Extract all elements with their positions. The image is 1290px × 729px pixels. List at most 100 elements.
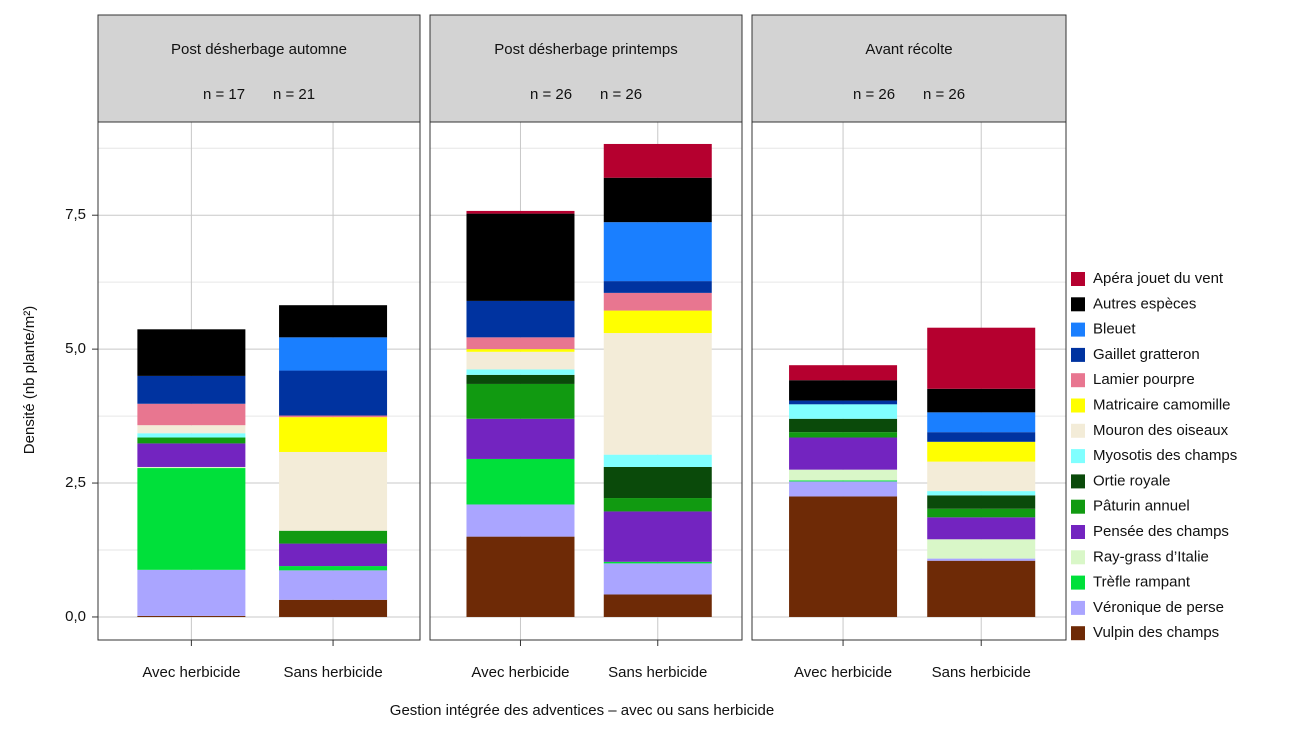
legend-label: Pâturin annuel [1093, 498, 1190, 515]
facet-count: n = 26 [600, 86, 642, 103]
legend-label: Myosotis des champs [1093, 447, 1237, 464]
legend-swatch [1071, 398, 1085, 413]
bar-segment [927, 558, 1036, 561]
bar-segment [603, 466, 712, 499]
facet-title: Post désherbage automne [171, 41, 347, 58]
bar-segment [603, 177, 712, 223]
bar-segment [603, 143, 712, 178]
legend-swatch [1071, 297, 1085, 312]
bar-segment [789, 404, 898, 419]
bar-segment [279, 530, 388, 544]
bar-segment [789, 481, 898, 497]
bar-segment [927, 388, 1036, 413]
y-tick-label: 7,5 [65, 206, 86, 223]
bar-segment [279, 415, 388, 418]
bar-segment [789, 437, 898, 470]
bar-segment [603, 310, 712, 334]
bar-segment [466, 210, 575, 214]
bar-segment [603, 561, 712, 564]
bar-segment [279, 370, 388, 416]
facet-count: n = 26 [923, 86, 965, 103]
legend-label: Trèfle rampant [1093, 574, 1191, 591]
facet-count: n = 21 [273, 86, 315, 103]
bar-segment [927, 508, 1036, 518]
facet-title: Avant récolte [865, 41, 952, 58]
legend-swatch [1071, 474, 1085, 489]
facet-strip [751, 14, 1067, 123]
legend-swatch [1071, 423, 1085, 438]
bar-segment [279, 599, 388, 617]
legend-swatch [1071, 575, 1085, 590]
facet-count: n = 17 [203, 86, 245, 103]
legend-swatch [1071, 525, 1085, 539]
bar-segment [603, 281, 712, 293]
bar-segment [927, 441, 1036, 462]
bar-segment [466, 300, 575, 338]
y-tick-label: 5,0 [65, 340, 86, 357]
bar-segment [603, 498, 712, 512]
panel-border [429, 121, 743, 641]
bar-segment [603, 594, 712, 617]
bar-segment [789, 400, 898, 405]
y-axis-label: Densité (nb plante/m²) [21, 306, 38, 454]
x-tick-label: Sans herbicide [608, 664, 707, 681]
bar-segment [137, 375, 246, 404]
bar-segment [466, 383, 575, 419]
bar-segment [603, 511, 712, 562]
legend-swatch [1071, 272, 1085, 286]
x-tick-label: Sans herbicide [283, 664, 382, 681]
bar-segment [466, 369, 575, 375]
bar-segment [137, 468, 246, 570]
legend-label: Ortie royale [1093, 472, 1171, 489]
bar-segment [603, 333, 712, 455]
legend-swatch [1071, 499, 1085, 514]
facet-strip [97, 14, 421, 123]
bar-segment [466, 349, 575, 352]
legend-label: Lamier pourpre [1093, 371, 1195, 388]
bar-segment [927, 412, 1036, 433]
y-tick-label: 0,0 [65, 608, 86, 625]
bar-segment [789, 469, 898, 481]
facet-title: Post désherbage printemps [494, 41, 677, 58]
bar-segment [789, 365, 898, 381]
legend-label: Véronique de perse [1093, 599, 1224, 616]
bar-segment [927, 560, 1036, 617]
x-tick-label: Sans herbicide [932, 664, 1031, 681]
bar-segment [279, 570, 388, 600]
x-axis-label: Gestion intégrée des adventices – avec o… [390, 702, 774, 719]
legend-label: Ray-grass d’Italie [1093, 548, 1209, 565]
bar-segment [927, 327, 1036, 389]
x-tick-label: Avec herbicide [142, 664, 240, 681]
legend-swatch [1071, 449, 1085, 464]
legend-label: Vulpin des champs [1093, 624, 1219, 641]
bar-segment [603, 563, 712, 595]
bar-segment [927, 491, 1036, 496]
bar-segment [466, 351, 575, 370]
legend-swatch [1071, 322, 1085, 337]
facet-strip [429, 14, 743, 123]
panel-border [97, 121, 421, 641]
legend-label: Mouron des oiseaux [1093, 422, 1229, 439]
bar-segment [466, 458, 575, 505]
bar-segment [279, 543, 388, 567]
bar-segment [279, 305, 388, 338]
bar-segment [927, 432, 1036, 442]
facet-count: n = 26 [530, 86, 572, 103]
legend-swatch [1071, 373, 1085, 388]
bar-segment [789, 480, 898, 482]
bar-segment [466, 213, 575, 301]
bar-segment [603, 454, 712, 467]
bar-segment [279, 417, 388, 452]
bar-segment [137, 443, 246, 467]
bar-segment [137, 615, 246, 617]
x-tick-label: Avec herbicide [471, 664, 569, 681]
legend-label: Autres espèces [1093, 295, 1196, 312]
legend-label: Bleuet [1093, 321, 1136, 338]
bar-segment [137, 466, 246, 469]
facet-count: n = 26 [853, 86, 895, 103]
bar-segment [927, 495, 1036, 509]
bar-segment [137, 569, 246, 616]
bar-segment [137, 433, 246, 438]
bar-segment [466, 374, 575, 384]
